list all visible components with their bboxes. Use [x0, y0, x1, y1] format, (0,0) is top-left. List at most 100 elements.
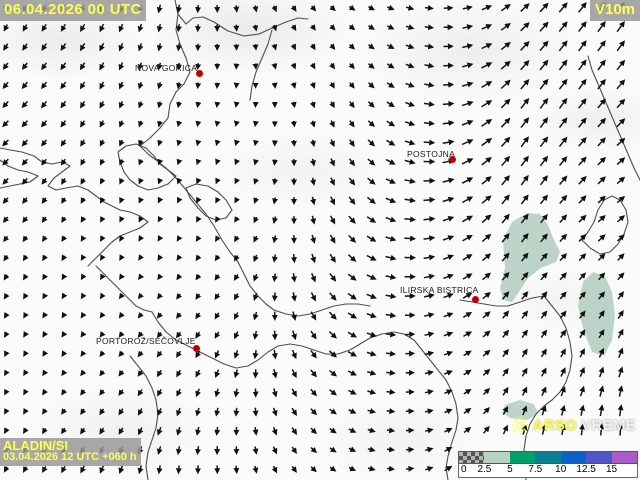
wind-arrow	[290, 465, 297, 473]
wind-arrow	[80, 216, 87, 223]
wind-arrow	[329, 215, 336, 225]
wind-arrow	[195, 63, 202, 71]
wind-arrow	[80, 273, 87, 281]
wind-arrow	[271, 427, 278, 436]
wind-arrow	[233, 369, 240, 379]
wind-arrow	[481, 43, 493, 50]
wind-arrow	[41, 81, 48, 90]
colorbar-band	[509, 452, 536, 463]
wind-arrow	[539, 40, 549, 52]
colorbar-tick: 0	[461, 464, 467, 475]
wind-arrow	[579, 404, 586, 416]
wind-arrow	[521, 310, 529, 319]
wind-arrow	[386, 82, 395, 88]
wind-arrow	[443, 312, 454, 318]
wind-arrow	[329, 196, 335, 206]
wind-arrow	[461, 119, 474, 126]
wind-arrow	[234, 158, 240, 166]
wind-arrow	[404, 178, 416, 184]
wind-arrow	[309, 24, 316, 31]
wind-arrow	[329, 43, 336, 50]
wind-arrow	[540, 386, 547, 397]
wind-arrow	[271, 292, 278, 302]
wind-arrow	[348, 4, 356, 11]
wind-arrow	[99, 389, 106, 396]
wind-arrow	[195, 254, 202, 262]
wind-arrow	[558, 40, 568, 52]
wind-arrow	[481, 157, 492, 166]
wind-arrow	[234, 235, 240, 243]
wind-arrow	[214, 407, 221, 417]
wind-arrow	[463, 408, 472, 414]
wind-arrow	[271, 63, 278, 70]
wind-arrow	[100, 273, 106, 281]
wind-arrow	[424, 24, 435, 31]
wind-arrow	[99, 292, 106, 300]
wind-arrow	[329, 101, 335, 109]
wind-arrow	[156, 312, 163, 319]
wind-arrow	[598, 272, 606, 281]
wind-arrow	[617, 423, 624, 436]
wind-arrow	[196, 177, 202, 185]
wind-arrow	[348, 427, 357, 433]
wind-arrow	[598, 385, 605, 397]
wind-arrow	[42, 331, 49, 338]
wind-arrow	[2, 216, 9, 224]
wind-arrow	[252, 5, 259, 13]
wind-arrow	[291, 446, 297, 454]
wind-arrow	[80, 254, 87, 262]
wind-arrow	[99, 465, 106, 474]
wind-arrow	[597, 78, 606, 90]
wind-arrow	[80, 139, 86, 147]
wind-arrow	[462, 43, 474, 50]
wind-arrow	[137, 350, 144, 358]
wind-arrow	[137, 23, 144, 33]
wind-arrow	[424, 331, 435, 338]
wind-arrow	[424, 350, 435, 357]
wind-arrow	[482, 311, 491, 319]
wind-arrow	[579, 423, 586, 436]
colorbar-band	[459, 452, 485, 463]
colorbar-legend[interactable]: 0 2.5 5 7.5 10 12.5 15	[458, 451, 638, 478]
wind-arrow	[61, 408, 67, 415]
wind-arrow	[99, 427, 106, 435]
wind-arrow	[309, 82, 316, 89]
wind-arrow	[310, 215, 317, 225]
wind-arrow	[482, 368, 491, 376]
wind-arrow	[99, 23, 105, 33]
wind-arrow	[309, 43, 316, 51]
wind-arrow	[559, 194, 568, 204]
wind-arrow	[60, 139, 67, 147]
wind-arrow	[119, 273, 125, 281]
wind-arrow	[329, 408, 337, 415]
wind-arrow	[3, 254, 10, 262]
wind-arrow	[520, 136, 529, 148]
wind-arrow	[215, 177, 221, 185]
wind-arrow	[425, 427, 434, 434]
wind-arrow	[290, 120, 297, 128]
wind-arrow	[3, 273, 10, 281]
wind-arrow	[175, 446, 182, 456]
wind-arrow	[444, 408, 453, 415]
wind-arrow	[99, 120, 106, 128]
wind-arrow	[616, 21, 625, 33]
wind-arrow	[559, 253, 568, 262]
wind-arrow	[21, 177, 29, 185]
wind-arrow	[404, 216, 417, 223]
wind-arrow	[598, 404, 605, 417]
wind-arrow	[463, 331, 473, 338]
wind-arrow	[176, 407, 182, 417]
wind-arrow	[23, 350, 29, 357]
wind-arrow	[233, 388, 240, 398]
wind-arrow	[424, 81, 435, 88]
wind-arrow	[23, 388, 29, 396]
wind-arrow	[539, 78, 549, 90]
wind-arrow	[176, 62, 182, 71]
wind-arrow	[252, 446, 259, 455]
wind-arrow	[290, 273, 297, 283]
wind-arrow	[271, 273, 278, 283]
wind-arrow	[521, 405, 528, 416]
wind-arrow	[541, 367, 547, 377]
arso-vreme-logo[interactable]: ARSO VREME	[510, 416, 636, 434]
wind-arrow	[3, 235, 10, 243]
